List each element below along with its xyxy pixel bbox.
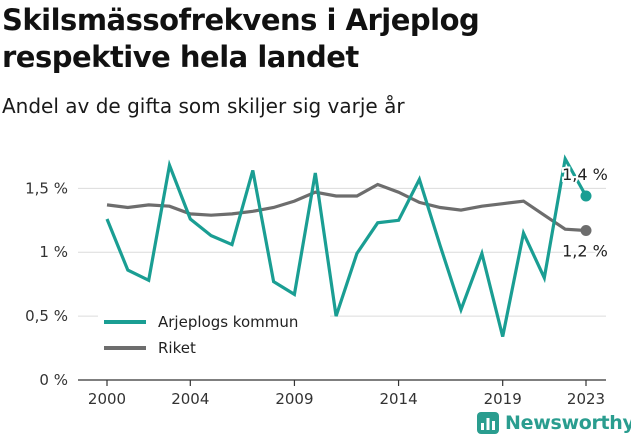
legend-background xyxy=(98,308,330,364)
x-tick-label: 2004 xyxy=(171,390,209,408)
y-tick-label: 0,5 % xyxy=(25,307,68,325)
x-tick-label: 2014 xyxy=(379,390,417,408)
x-tick-label: 2023 xyxy=(567,390,605,408)
end-point-riket xyxy=(580,225,592,236)
series-line-arjeplog xyxy=(105,154,588,337)
bar-chart-icon xyxy=(477,412,499,434)
brand-name: Newsworthy xyxy=(505,412,631,434)
end-label-arjeplog: 1,4 % xyxy=(562,165,608,184)
x-tick-label: 2009 xyxy=(275,390,313,408)
x-tick-label: 2000 xyxy=(88,390,126,408)
newsworthy-logo: Newsworthy xyxy=(477,409,631,437)
end-point-arjeplog xyxy=(580,190,592,202)
x-tick-label: 2019 xyxy=(484,390,522,408)
chart-title: Skilsmässofrekvens i Arjeplog respektive… xyxy=(2,3,480,74)
y-tick-label: 1,5 % xyxy=(25,179,68,197)
end-label-riket: 1,2 % xyxy=(562,242,608,261)
chart-subtitle: Andel av de gifta som skiljer sig varje … xyxy=(2,94,405,118)
y-tick-label: 0 % xyxy=(39,371,68,389)
legend-label-riket: Riket xyxy=(158,339,196,357)
legend-label-arjeplog: Arjeplogs kommun xyxy=(158,313,298,331)
y-tick-label: 1 % xyxy=(39,243,68,261)
